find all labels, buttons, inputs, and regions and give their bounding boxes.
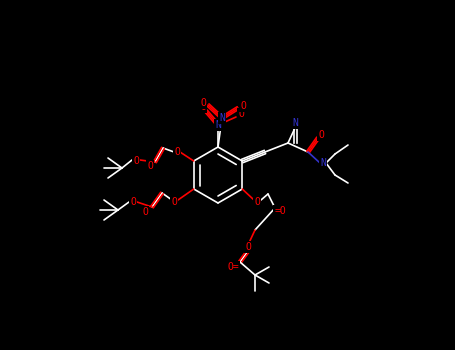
- Text: =O: =O: [274, 206, 286, 216]
- Text: N: N: [215, 120, 221, 130]
- Text: O: O: [142, 207, 148, 217]
- Text: O: O: [245, 242, 251, 252]
- Text: O: O: [200, 102, 206, 112]
- Text: O: O: [130, 197, 136, 207]
- Text: O: O: [240, 101, 246, 111]
- Text: O: O: [318, 130, 324, 140]
- Text: O: O: [200, 98, 206, 108]
- Text: O: O: [147, 161, 153, 171]
- Text: O: O: [174, 147, 180, 157]
- Text: O: O: [238, 109, 244, 119]
- Text: N: N: [292, 118, 298, 128]
- Text: O: O: [171, 197, 177, 207]
- Text: O=: O=: [227, 262, 239, 272]
- Text: O: O: [254, 197, 260, 207]
- Text: N: N: [320, 158, 326, 168]
- Text: N: N: [219, 113, 225, 123]
- Text: O: O: [133, 156, 139, 166]
